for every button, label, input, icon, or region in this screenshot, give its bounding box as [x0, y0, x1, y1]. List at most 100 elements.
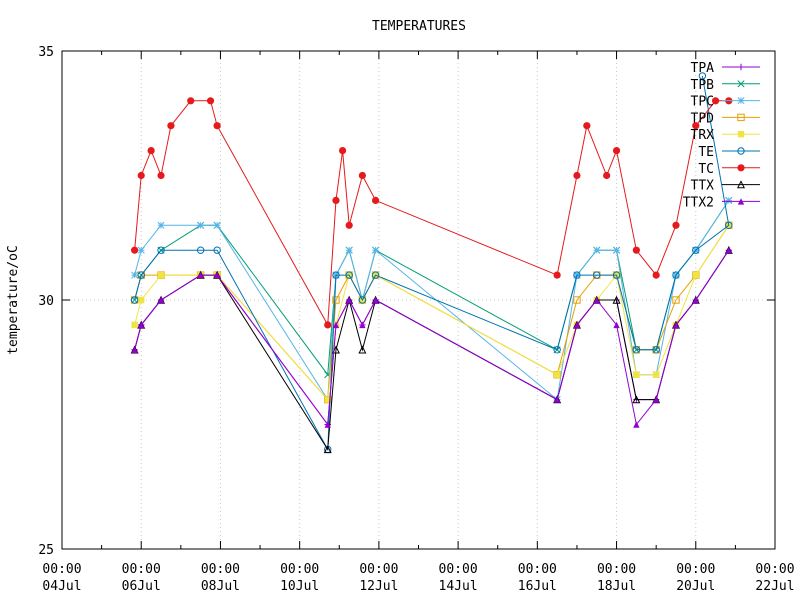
- data-point: [593, 271, 601, 279]
- legend-label: TPC: [691, 95, 714, 110]
- data-point: [213, 221, 221, 229]
- x-tick-label-time: 00:00: [359, 562, 398, 577]
- data-point: [737, 131, 745, 138]
- axis-ticks: 25 30 35 00:00 04Jul 00:00 06Jul 00:00 08Jul 00:0…: [38, 45, 794, 594]
- x-tick-label-date: 16Jul: [518, 579, 557, 594]
- data-point: [553, 346, 561, 354]
- x-tick-label-time: 00:00: [122, 562, 161, 577]
- legend-entry: TPD: [691, 111, 760, 126]
- data-point: [147, 147, 155, 155]
- data-point: [725, 247, 732, 254]
- data-point: [213, 246, 221, 254]
- data-point: [612, 147, 621, 155]
- data-point: [131, 246, 139, 254]
- x-tick-label-time: 00:00: [439, 562, 478, 577]
- x-tick-label-date: 12Jul: [359, 579, 398, 594]
- data-point: [737, 97, 745, 105]
- data-point: [157, 221, 165, 229]
- data-point: [573, 271, 581, 279]
- y-tick-label: 35: [38, 45, 54, 60]
- data-point: [187, 97, 195, 105]
- x-tick-label-time: 00:00: [755, 562, 794, 577]
- data-point: [692, 271, 699, 279]
- data-point: [358, 345, 367, 354]
- y-axis-label: temperature/oC: [6, 245, 21, 355]
- data-point: [573, 296, 581, 304]
- data-point: [332, 296, 340, 304]
- data-point: [167, 122, 175, 130]
- data-point: [372, 246, 380, 254]
- data-point: [323, 445, 332, 454]
- data-point: [593, 246, 601, 254]
- data-point: [131, 346, 138, 353]
- x-tick-label-time: 00:00: [676, 562, 715, 577]
- data-point: [372, 296, 379, 304]
- data-point: [131, 271, 139, 279]
- x-tick-label-date: 14Jul: [439, 579, 478, 594]
- legend-entry: TE: [698, 145, 760, 160]
- x-tick-label-date: 04Jul: [42, 579, 81, 594]
- data-point: [612, 295, 621, 304]
- x-tick-label-time: 00:00: [518, 562, 557, 577]
- legend-entry: TPC: [691, 95, 760, 110]
- data-point: [131, 321, 138, 329]
- legend-entry: TPA: [691, 61, 760, 76]
- data-point: [213, 271, 221, 279]
- data-point: [345, 296, 353, 304]
- x-tick-label-date: 06Jul: [122, 579, 161, 594]
- data-point: [737, 113, 745, 122]
- data-point: [573, 171, 581, 180]
- data-point: [359, 321, 366, 329]
- series-te: [130, 72, 733, 454]
- data-point: [725, 196, 733, 204]
- data-point: [196, 246, 205, 254]
- data-point: [553, 396, 561, 403]
- data-point: [553, 371, 561, 378]
- data-point: [157, 246, 165, 254]
- data-point: [692, 296, 699, 304]
- data-point: [737, 147, 745, 155]
- data-point: [206, 97, 215, 105]
- data-point: [324, 421, 331, 428]
- x-tick-label-time: 00:00: [597, 562, 636, 577]
- data-point: [698, 72, 707, 80]
- data-point: [672, 321, 680, 329]
- data-point: [345, 246, 353, 254]
- data-point: [338, 147, 347, 155]
- data-point: [573, 321, 581, 329]
- data-point: [612, 271, 621, 279]
- x-tick-label-date: 18Jul: [597, 579, 636, 594]
- data-point: [332, 271, 340, 279]
- data-point: [130, 296, 139, 304]
- series-ttx2: [131, 247, 732, 428]
- data-point: [652, 396, 660, 403]
- data-point: [213, 122, 221, 130]
- data-point: [157, 171, 165, 180]
- series-tc: [131, 97, 733, 329]
- x-tick-label-time: 00:00: [42, 562, 81, 577]
- data-point: [633, 371, 640, 378]
- data-point: [692, 122, 700, 130]
- data-point: [197, 221, 205, 229]
- data-point: [632, 246, 640, 254]
- data-point: [138, 321, 145, 329]
- legend-label: TTX: [691, 179, 715, 194]
- data-point: [725, 221, 733, 230]
- data-point: [332, 196, 340, 204]
- data-point: [737, 198, 745, 205]
- data-point: [672, 221, 680, 229]
- data-point: [632, 346, 641, 354]
- data-point: [324, 396, 331, 403]
- data-point: [692, 246, 700, 254]
- data-point: [737, 80, 745, 88]
- x-tick-label-date: 08Jul: [201, 579, 240, 594]
- legend-entry: TTX: [691, 179, 760, 194]
- data-point: [633, 421, 640, 428]
- legend-label: TC: [698, 162, 714, 177]
- data-point: [371, 271, 380, 279]
- legend-entry: TRX: [691, 128, 760, 143]
- y-tick-label: 30: [38, 294, 54, 309]
- data-point: [632, 395, 641, 404]
